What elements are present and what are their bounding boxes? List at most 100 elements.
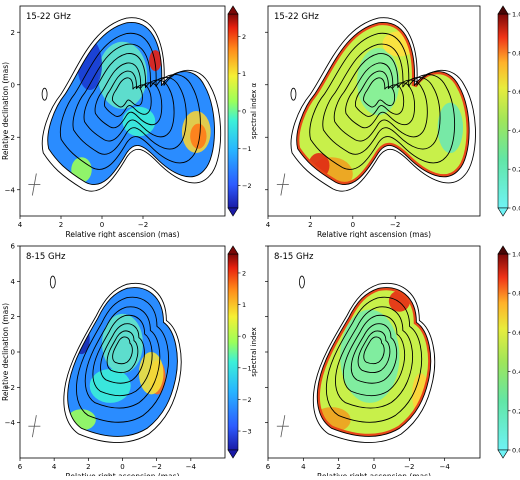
colorbar-tick-label: 1	[242, 301, 246, 309]
frequency-label: 8-15 GHz	[274, 252, 314, 262]
colorbar-tick-label: −3	[242, 428, 252, 436]
frequency-label: 15-22 GHz	[26, 12, 71, 22]
y-tick-label: 0	[11, 81, 15, 89]
x-axis-label: Relative right ascension (mas)	[317, 230, 431, 238]
y-tick-label: −2	[5, 384, 15, 392]
colorbar-label: spectral index α	[250, 82, 258, 139]
contour-line	[325, 296, 423, 423]
x-tick-label: 4	[52, 463, 57, 471]
colorbar-tick-label: 0	[242, 333, 246, 341]
contour-line	[334, 306, 414, 409]
x-tick-label: 0	[372, 463, 376, 471]
y-tick-label: 6	[11, 243, 16, 251]
x-tick-label: 4	[18, 221, 23, 229]
contour-line	[75, 296, 170, 423]
x-tick-label: −2	[390, 221, 400, 229]
beam-contour	[290, 87, 297, 101]
contour-line	[94, 62, 163, 129]
colorbar-tick-label: 1.0	[512, 11, 520, 19]
colorbar: 1.00.80.60.40.20.0spectral index error σ…	[497, 245, 520, 459]
colorbar: 2 1 0 −1 −2 −3 spectral index	[227, 245, 258, 459]
chart-panel-3: 8-15 GHz 6 4 2 0 −2 −4 6 4 2 0 −2 −4 Relative right a…	[0, 238, 260, 480]
x-tick-label: −4	[440, 463, 451, 471]
colorbar-tick-label: 0.6	[512, 88, 520, 96]
colorbar-tick-label: −1	[242, 145, 252, 153]
colorbar-tick-label: 0.2	[512, 407, 520, 415]
x-tick-label: 0	[351, 221, 355, 229]
chart-panel-2: 15-22 GHz 4 2 0 −2 Relative right ascension (…	[260, 0, 520, 239]
chart-panel-1: 15-22 GHz 4 2 0 −2 2 0 −2 −4 Relative right ascen…	[0, 0, 260, 239]
y-axis-label: Relative declination (mas)	[1, 62, 10, 160]
x-tick-label: 2	[59, 221, 63, 229]
contour-line	[345, 62, 416, 129]
colorbar-tick-label: 2	[242, 269, 246, 277]
colorbar: 2 1 0 −1 −2 spectral index α	[227, 5, 258, 217]
chart-svg: 8-15 GHz 6 4 2 0 −2 −4 Relative right ascension…	[265, 245, 520, 480]
frequency-label: 15-22 GHz	[274, 12, 319, 22]
chart-panel-4: 8-15 GHz 6 4 2 0 −2 −4 Relative right ascension…	[260, 238, 520, 480]
y-tick-label: 2	[11, 29, 15, 37]
x-tick-label: 4	[301, 463, 306, 471]
contour-line	[63, 282, 182, 444]
contour-line	[309, 32, 456, 170]
contour-line	[100, 323, 145, 384]
contour-line	[59, 32, 201, 170]
x-axis-label: Relative right ascension (mas)	[65, 230, 179, 238]
x-tick-label: −2	[138, 221, 148, 229]
contour-line	[111, 77, 143, 108]
y-tick-label: 4	[11, 278, 16, 286]
contour-line	[112, 336, 133, 365]
colorbar-tick-label: 2	[242, 33, 246, 41]
x-tick-label: −2	[404, 463, 414, 471]
x-tick-label: −4	[186, 463, 197, 471]
beam-contour	[41, 87, 48, 101]
colorbar-tick-label: −1	[242, 364, 252, 372]
contour-line	[312, 282, 436, 443]
colorbar-tick-label: −2	[242, 396, 252, 404]
colorbar-tick-label: 0.0	[512, 205, 520, 213]
beam-contour	[299, 275, 305, 289]
beam-cross-marker	[28, 173, 41, 196]
colorbar-tick-label: 0.8	[512, 290, 520, 298]
contour-line	[84, 306, 161, 409]
colorbar-tick-label: 1	[242, 70, 246, 78]
x-tick-label: 2	[86, 463, 90, 471]
colorbar-tick-label: −2	[242, 182, 252, 190]
x-axis-label: Relative right ascension (mas)	[317, 472, 431, 476]
colorbar-tick-label: 1.0	[512, 251, 520, 259]
chart-svg: 15-22 GHz 4 2 0 −2 2 0 −2 −4 Relative right ascen…	[1, 5, 258, 239]
y-tick-label: 2	[11, 313, 15, 321]
colorbar-tick-label: 0.0	[512, 447, 520, 455]
contour-line	[296, 22, 470, 185]
contour-line	[72, 43, 187, 155]
beam-cross-marker	[28, 415, 41, 438]
y-tick-label: −4	[5, 186, 16, 194]
colorbar-tick-label: 0.4	[512, 127, 520, 135]
x-tick-label: 2	[336, 463, 340, 471]
x-tick-label: 0	[100, 221, 104, 229]
beam-contour	[49, 275, 56, 289]
colorbar-label: spectral index	[250, 327, 258, 376]
beam-cross-marker	[276, 415, 289, 438]
contour-line	[333, 53, 428, 142]
colorbar-tick-label: 0.4	[512, 368, 520, 376]
contour-line	[83, 53, 175, 142]
x-axis-label: Relative right ascension (mas)	[65, 472, 179, 476]
contour-line	[106, 330, 139, 374]
y-tick-label: −2	[5, 134, 15, 142]
x-tick-label: 6	[266, 463, 271, 471]
contour-line	[354, 70, 405, 117]
contour-line	[322, 43, 441, 155]
contour-line	[357, 330, 391, 373]
y-tick-label: −4	[5, 419, 16, 427]
contour-line	[363, 336, 385, 365]
contour-line	[363, 77, 396, 108]
colorbar-tick-label: 0.2	[512, 166, 520, 174]
y-tick-label: 0	[11, 349, 15, 357]
x-tick-label: 2	[308, 221, 312, 229]
contour-line	[104, 70, 152, 117]
colorbar-tick-label: 0.8	[512, 49, 520, 57]
colorbar-tick-label: 0	[242, 108, 246, 116]
beam-cross-marker	[276, 173, 289, 196]
